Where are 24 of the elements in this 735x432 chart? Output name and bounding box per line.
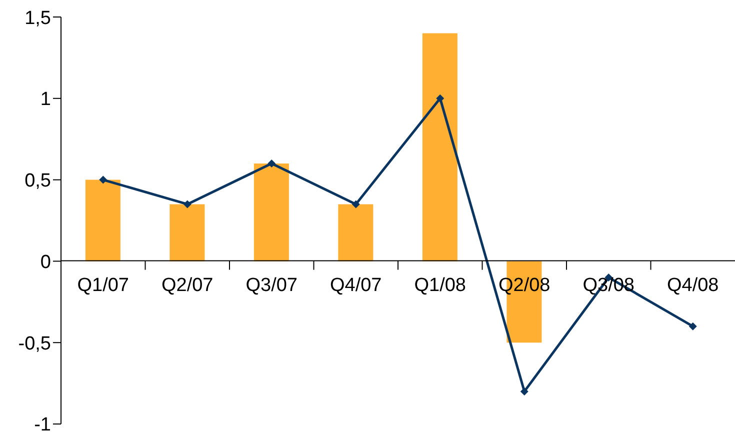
point — [688, 322, 697, 330]
point — [183, 200, 192, 208]
x-tick-label: Q1/08 — [414, 274, 466, 296]
bar — [338, 204, 374, 262]
point — [268, 160, 276, 168]
y-tick-label: 0,5 — [24, 170, 51, 192]
y-tick-label: -0,5 — [18, 333, 51, 354]
y-tick-label: 1,5 — [24, 8, 51, 29]
bar — [422, 33, 458, 262]
point — [520, 387, 528, 396]
y-tick-label: -1 — [34, 414, 51, 432]
point — [436, 94, 444, 102]
point — [352, 200, 360, 208]
bar — [170, 204, 205, 262]
x-tick-label: Q4/07 — [330, 274, 382, 296]
y-tick-label: 0 — [40, 252, 51, 273]
point — [99, 176, 108, 184]
x-tick-label: Q3/07 — [246, 274, 298, 296]
bar — [85, 180, 120, 262]
bar — [254, 164, 289, 262]
x-tick-label: Q1/07 — [77, 274, 130, 296]
y-tick-label: 1 — [40, 89, 51, 110]
x-tick-label: Q4/08 — [666, 274, 719, 296]
x-tick-label: Q2/07 — [161, 274, 214, 296]
